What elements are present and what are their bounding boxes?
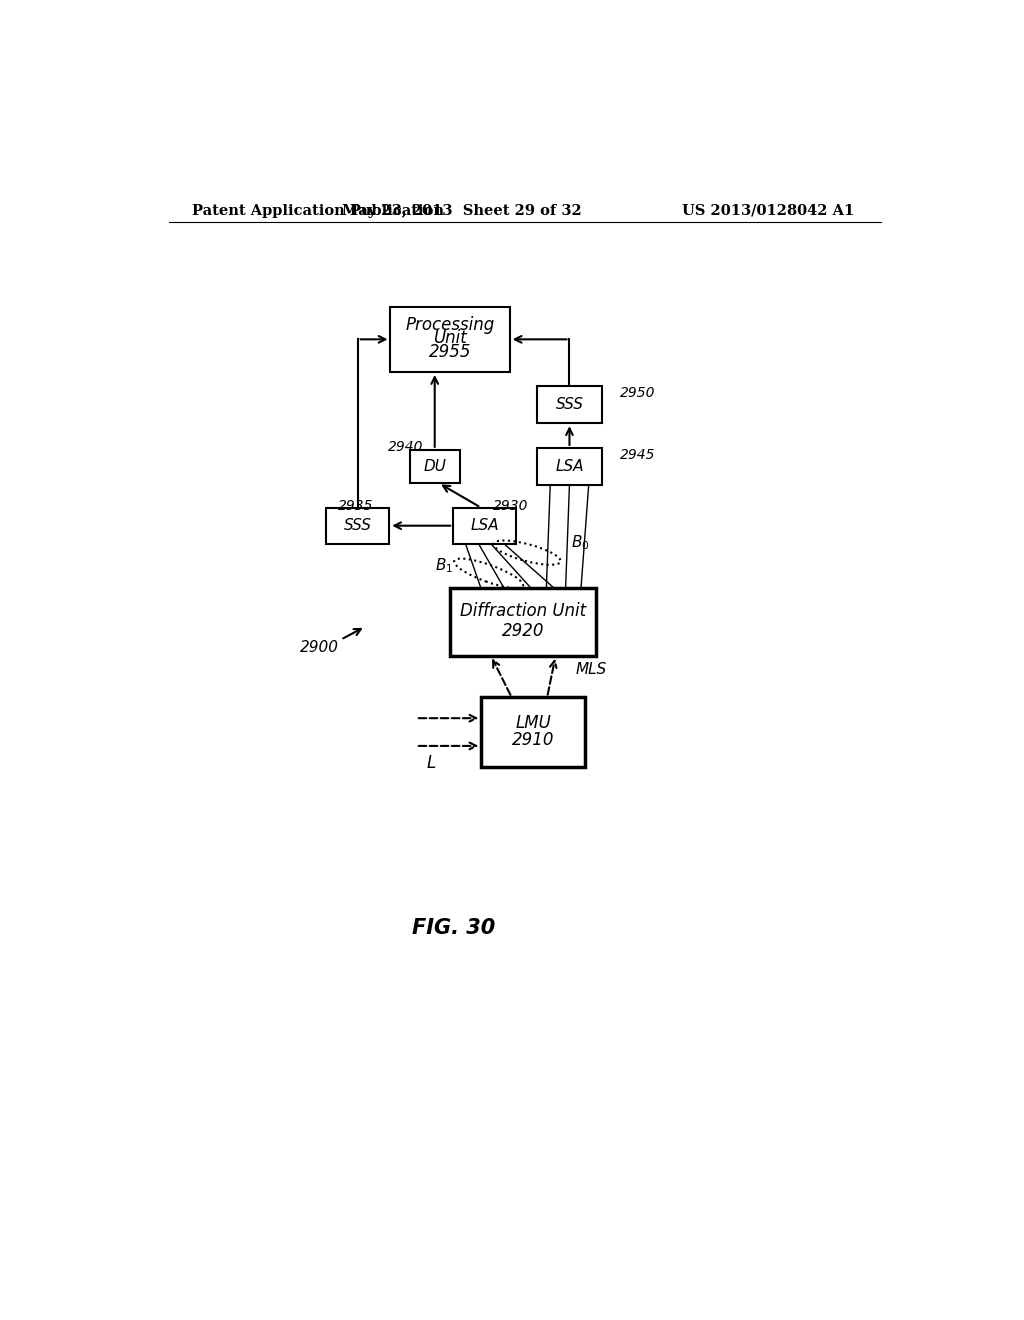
Bar xyxy=(390,306,510,372)
Text: LMU: LMU xyxy=(515,714,551,731)
Text: Diffraction Unit: Diffraction Unit xyxy=(460,602,587,620)
Bar xyxy=(454,508,516,544)
Text: MLS: MLS xyxy=(575,663,607,677)
Text: 2945: 2945 xyxy=(620,447,655,462)
Bar xyxy=(537,447,602,484)
Text: 2930: 2930 xyxy=(493,499,528,513)
Bar xyxy=(481,697,586,767)
Text: 2940: 2940 xyxy=(388,440,423,454)
Text: May 23, 2013  Sheet 29 of 32: May 23, 2013 Sheet 29 of 32 xyxy=(342,203,582,218)
Text: SSS: SSS xyxy=(556,397,584,412)
Text: Processing: Processing xyxy=(406,317,495,334)
Text: FIG. 30: FIG. 30 xyxy=(413,919,496,939)
Text: SSS: SSS xyxy=(344,519,372,533)
Text: $B_0$: $B_0$ xyxy=(571,533,590,552)
Bar xyxy=(451,589,596,656)
Bar xyxy=(326,508,389,544)
Text: DU: DU xyxy=(423,459,446,474)
Text: LSA: LSA xyxy=(555,459,584,474)
Text: L: L xyxy=(427,754,436,772)
Text: LSA: LSA xyxy=(470,519,499,533)
Text: 2955: 2955 xyxy=(429,343,471,360)
Text: Patent Application Publication: Patent Application Publication xyxy=(193,203,444,218)
Bar xyxy=(537,387,602,424)
Text: US 2013/0128042 A1: US 2013/0128042 A1 xyxy=(682,203,854,218)
Text: Unit: Unit xyxy=(433,329,467,347)
Bar xyxy=(410,450,460,483)
Text: $B_1$: $B_1$ xyxy=(435,557,453,576)
Text: 2935: 2935 xyxy=(338,499,373,513)
Text: 2950: 2950 xyxy=(620,387,655,400)
Text: 2920: 2920 xyxy=(502,622,545,640)
Text: 2910: 2910 xyxy=(512,731,555,748)
Text: 2900: 2900 xyxy=(299,640,339,655)
